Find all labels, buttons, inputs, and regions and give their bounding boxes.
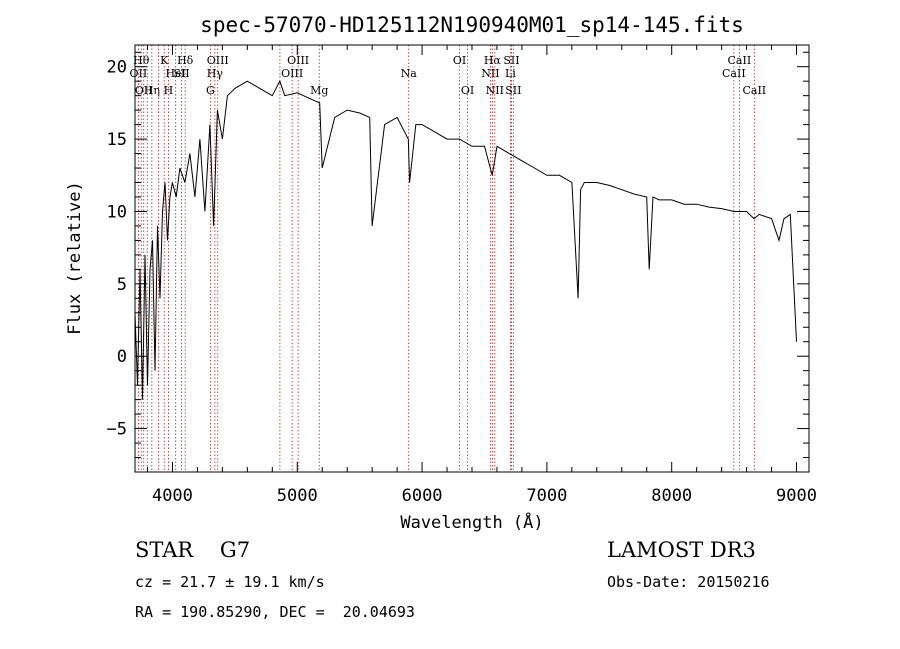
spectral-line-label: OIII	[281, 67, 303, 80]
spectral-line-label: OI	[461, 84, 474, 97]
spectral-line-label: CaII	[728, 54, 752, 67]
x-tick-label: 5000	[277, 486, 318, 506]
obs-date: Obs-Date: 20150216	[607, 573, 770, 591]
spectral-line-label: Hδ	[177, 54, 194, 67]
spectral-line-label: Hη	[144, 84, 160, 97]
spectral-line-label: SII	[173, 67, 189, 80]
spectral-line-label: Mg	[310, 84, 328, 97]
series-layer	[134, 79, 797, 400]
spectral-line-label: OI	[453, 54, 466, 67]
spectral-line-label: CaII	[742, 84, 766, 97]
x-tick-label: 9000	[776, 486, 817, 506]
star-class: STAR G7	[135, 538, 251, 562]
spectral-line-label: Hθ	[133, 54, 150, 67]
y-tick-label: −5	[107, 420, 127, 440]
spectral-line-label: G	[206, 84, 215, 97]
chart-title: spec-57070-HD125112N190940M01_sp14-145.f…	[200, 13, 744, 37]
spectral-line-label: CaII	[722, 67, 746, 80]
ra-dec: RA = 190.85290, DEC = 20.04693	[135, 603, 415, 621]
survey-name: LAMOST DR3	[607, 538, 756, 562]
x-tick-label: 4000	[152, 486, 193, 506]
spectral-line-label: OIII	[287, 54, 309, 67]
ticks-layer: 4000 5000 6000 7000 8000 9000 −5 0 5 10 15 20	[107, 45, 817, 506]
spectrum-line	[134, 79, 797, 400]
x-tick-label: 8000	[651, 486, 692, 506]
y-tick-label: 10	[107, 202, 127, 222]
spectral-line-label: H	[164, 84, 174, 97]
spectral-line-label: Hγ	[207, 67, 224, 80]
spectral-line-label: SII	[503, 54, 519, 67]
y-tick-label: 5	[117, 275, 127, 295]
spectral-line-label: Na	[401, 67, 418, 80]
spectral-line-label: Hα	[484, 54, 502, 67]
redshift-text: cz = 21.7 ± 19.1 km/s	[135, 573, 325, 591]
spectral-line-label: Li	[505, 67, 516, 80]
spectral-lines-layer: OIIHθOIIHηKHHeISIIHδGHγOIIIOIIIOIIIMgNaO…	[130, 45, 766, 472]
y-axis-label: Flux (relative)	[65, 181, 85, 335]
spectral-line-label: HeI	[165, 67, 185, 80]
y-tick-label: 15	[107, 130, 127, 150]
spectral-line-label: NII	[486, 84, 504, 97]
spectral-line-label: OII	[135, 84, 153, 97]
x-tick-label: 6000	[402, 486, 443, 506]
spectral-line-label: K	[160, 54, 169, 67]
spectral-line-label: NII	[481, 67, 499, 80]
spectral-line-label: SII	[505, 84, 521, 97]
x-axis-label: Wavelength (Å)	[400, 511, 543, 533]
x-tick-label: 7000	[526, 486, 567, 506]
y-tick-label: 0	[117, 347, 127, 367]
y-tick-label: 20	[107, 58, 127, 78]
spectral-line-label: OII	[130, 67, 148, 80]
spectral-line-label: OIII	[207, 54, 229, 67]
plot-frame	[134, 44, 810, 473]
